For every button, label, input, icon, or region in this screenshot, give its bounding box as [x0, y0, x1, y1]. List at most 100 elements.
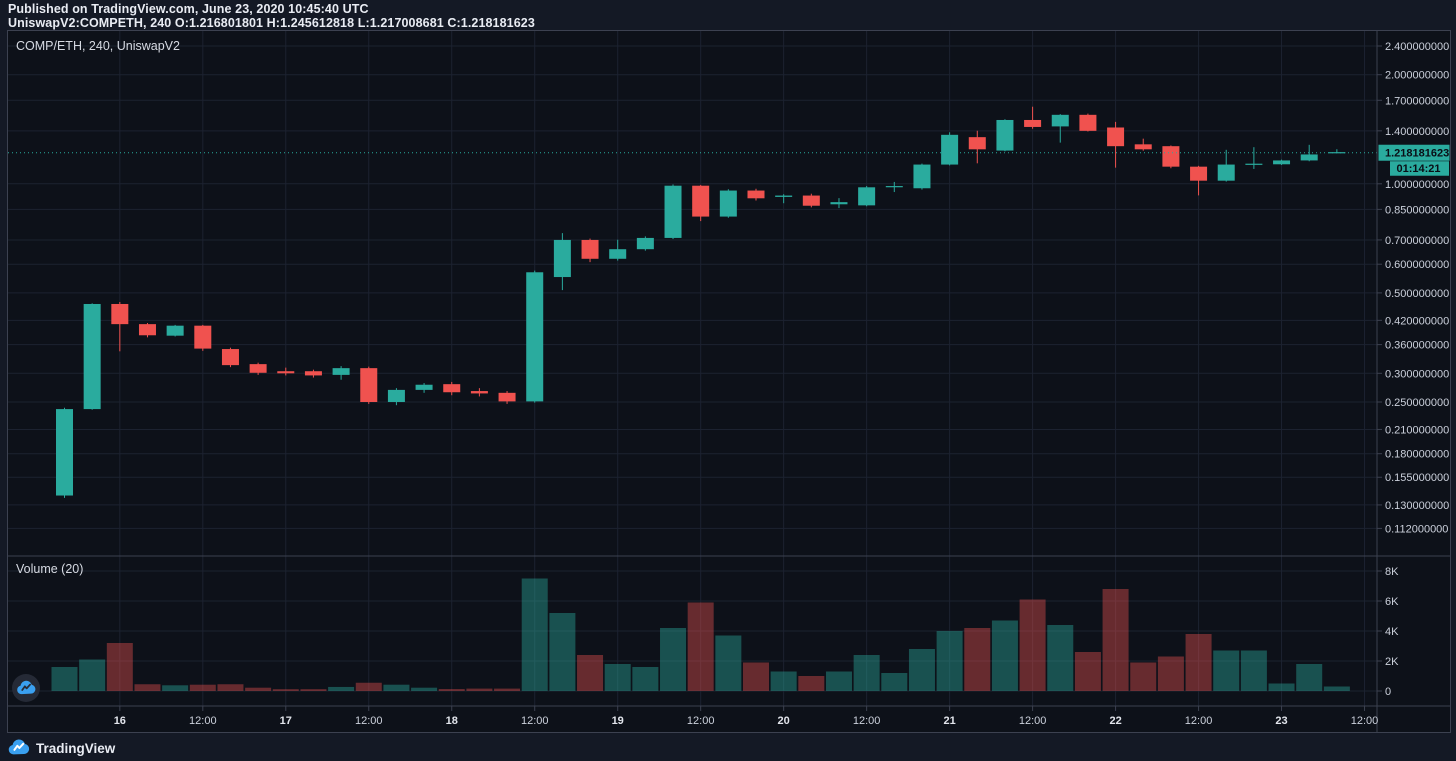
countdown-label — [1390, 161, 1449, 176]
volume-bar — [245, 687, 272, 691]
candle — [1107, 127, 1125, 147]
candle — [968, 137, 986, 150]
time-tick-label: 23 — [1275, 715, 1287, 727]
price-tick-label: 1.400000000 — [1385, 126, 1449, 138]
candle — [221, 349, 239, 366]
candle — [166, 325, 184, 336]
volume-bar — [383, 684, 410, 691]
candle — [249, 364, 267, 373]
candle — [802, 195, 820, 206]
candle — [1079, 114, 1097, 131]
candle — [581, 239, 599, 259]
footer-branding[interactable]: TradingView — [8, 736, 115, 760]
candle — [194, 325, 212, 349]
volume-bar — [411, 687, 438, 691]
price-tick-label: 0.300000000 — [1385, 368, 1449, 380]
time-tick-label: 22 — [1109, 715, 1121, 727]
candle — [111, 303, 129, 325]
time-tick-label: 20 — [778, 715, 790, 727]
candle — [775, 195, 793, 197]
time-tick-label: 12:00 — [1351, 715, 1379, 727]
candle — [332, 368, 350, 375]
price-tick-label: 2.000000000 — [1385, 70, 1449, 82]
volume-bar — [1240, 650, 1267, 691]
volume-bar — [106, 643, 133, 691]
current-price-text: 1.218181623 — [1385, 148, 1449, 160]
volume-bar — [743, 662, 769, 691]
price-tick-label: 0.210000000 — [1385, 424, 1449, 436]
volume-bar — [328, 686, 355, 691]
volume-bar — [79, 659, 106, 691]
candle — [1300, 154, 1318, 161]
candle — [1051, 114, 1069, 127]
volume-bar — [1102, 589, 1129, 691]
volume-bar — [1213, 650, 1240, 691]
price-tick-label: 1.000000000 — [1385, 179, 1449, 191]
time-tick-label: 12:00 — [355, 715, 383, 727]
candle — [996, 119, 1014, 151]
volume-tick-label: 0 — [1385, 686, 1391, 698]
volume-bar — [217, 684, 244, 691]
volume-bar — [1074, 652, 1101, 691]
volume-tick-label: 6K — [1385, 596, 1399, 608]
candle — [636, 237, 654, 250]
candle — [470, 391, 488, 394]
candle — [443, 384, 461, 393]
price-tick-label: 0.360000000 — [1385, 340, 1449, 352]
volume-bar — [825, 671, 852, 691]
candle — [830, 202, 848, 205]
volume-tick-label: 8K — [1385, 566, 1399, 578]
price-tick-label: 0.180000000 — [1385, 449, 1449, 461]
volume-bar — [1323, 686, 1350, 691]
volume-bar — [438, 689, 465, 691]
volume-bar — [355, 682, 382, 691]
price-tick-label: 0.250000000 — [1385, 397, 1449, 409]
volume-bar — [549, 613, 576, 691]
candle — [56, 409, 73, 496]
volume-bar — [494, 688, 521, 691]
time-tick-label: 21 — [943, 715, 955, 727]
time-tick-label: 19 — [612, 715, 624, 727]
symbol-ohlc-readout: UniswapV2:COMPETH, 240 O:1.216801801 H:1… — [8, 16, 535, 30]
chart-canvas[interactable]: 2.400000000 2.000000000 1.700000000 1.40000… — [8, 31, 1450, 732]
candle — [387, 389, 405, 403]
candle — [692, 185, 710, 217]
time-tick-label: 17 — [280, 715, 292, 727]
volume-bar — [908, 649, 935, 691]
footer-brand-text: TradingView — [36, 740, 116, 756]
volume-bar — [964, 628, 991, 691]
tradingview-logo-icon — [8, 739, 30, 755]
current-price-label — [1378, 144, 1450, 161]
volume-bar — [521, 578, 548, 691]
volume-bar — [1157, 656, 1184, 691]
candle — [415, 384, 433, 390]
time-tick-label: 12:00 — [687, 715, 715, 727]
volume-tick-label: 2K — [1385, 656, 1399, 668]
price-tick-label: 0.850000000 — [1385, 204, 1449, 216]
countdown-text: 01:14:21 — [1397, 163, 1441, 175]
candle — [526, 272, 544, 402]
candle — [1245, 163, 1263, 165]
price-tick-label: 0.112000000 — [1385, 523, 1448, 535]
volume-bar — [798, 676, 825, 691]
candle — [941, 134, 959, 165]
candle — [1273, 160, 1291, 165]
volume-bar — [687, 602, 714, 691]
volume-bar — [853, 655, 880, 691]
time-tick-label: 18 — [446, 715, 458, 727]
published-line: Published on TradingView.com, June 23, 2… — [8, 2, 369, 16]
price-tick-label: 0.700000000 — [1385, 235, 1449, 247]
volume-bar — [577, 655, 604, 691]
candle — [304, 371, 322, 376]
volume-bar — [1268, 683, 1295, 691]
candle — [719, 190, 737, 217]
volume-tick-label: 4K — [1385, 626, 1399, 638]
chart-frame: 2.400000000 2.000000000 1.700000000 1.40000… — [7, 30, 1451, 733]
volume-bar — [632, 667, 659, 691]
candle — [83, 303, 101, 410]
candle — [609, 249, 627, 259]
volume-bar — [272, 689, 299, 691]
volume-bar — [881, 673, 908, 691]
volume-bar — [1019, 599, 1046, 691]
volume-bar — [162, 685, 189, 691]
